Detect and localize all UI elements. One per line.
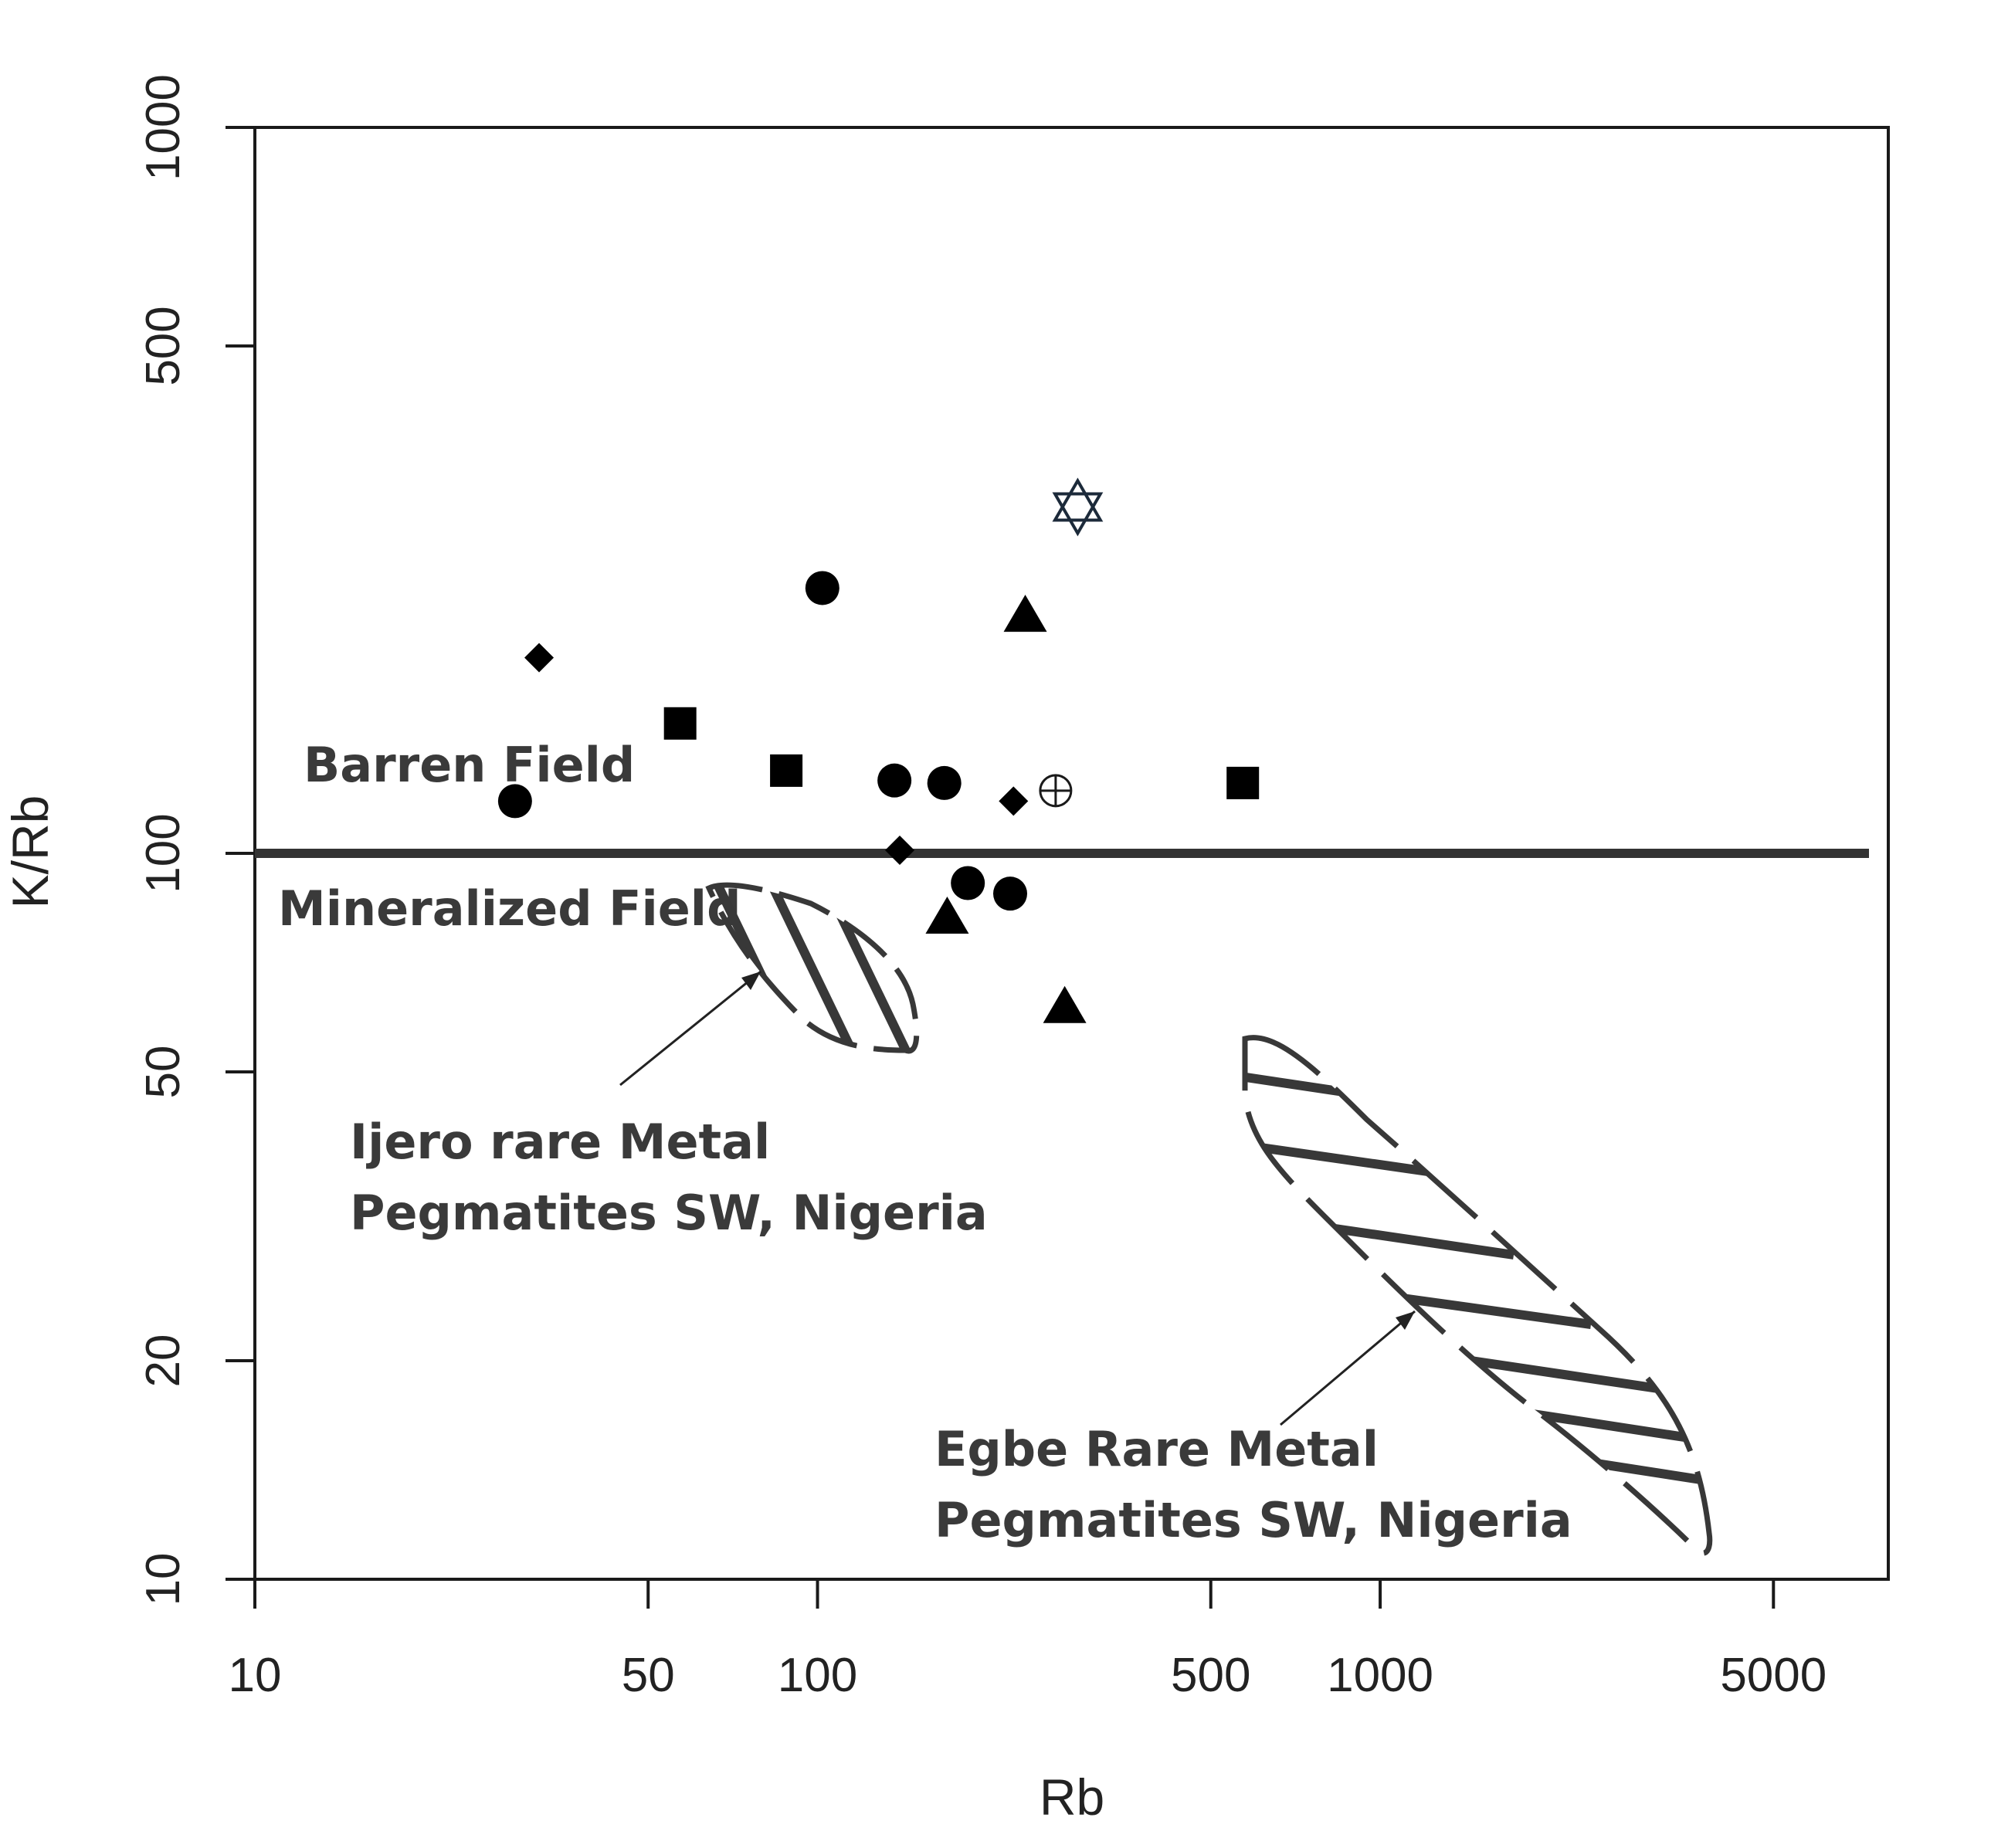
ijero-label-line-1: Ijero rare Metal (350, 1114, 770, 1170)
egbe-arrowhead (1396, 1311, 1415, 1330)
x-axis-ticks: 10 50 100 500 1000 5000 (229, 1579, 1827, 1702)
y-tick-label: 10 (137, 1553, 190, 1606)
egbe-label-line-2: Pegmatites SW, Nigeria (934, 1492, 1572, 1548)
triangle-point (1043, 985, 1087, 1023)
diamond-point (524, 643, 555, 673)
ijero-region (705, 882, 920, 1054)
x-axis-title: Rb (1040, 1768, 1104, 1826)
circle-point (993, 877, 1028, 911)
barren-field-label: Barren Field (304, 737, 635, 793)
x-tick-label: 50 (622, 1649, 675, 1702)
x-tick-label: 10 (229, 1649, 282, 1702)
circle-point (951, 866, 985, 900)
y-tick-label: 100 (137, 813, 190, 893)
egbe-arrow (1280, 1310, 1416, 1426)
y-tick-label: 50 (137, 1045, 190, 1098)
mineralized-field-label: Mineralized Field (278, 880, 741, 937)
circle-point (927, 765, 962, 800)
square-point (770, 754, 803, 787)
diamond-point (999, 786, 1029, 816)
y-tick-label: 1000 (137, 74, 190, 181)
diamond-point (884, 835, 914, 865)
y-axis-title: K/Rb (2, 795, 59, 909)
x-tick-label: 500 (1171, 1649, 1250, 1702)
egbe-label-line-1: Egbe Rare Metal (934, 1421, 1379, 1477)
triangle-point (1003, 595, 1047, 632)
x-tick-label: 5000 (1720, 1649, 1827, 1702)
circle-plus-point (1039, 774, 1073, 808)
y-tick-label: 500 (137, 306, 190, 385)
triangle-point (925, 897, 969, 934)
square-point (663, 707, 697, 740)
ijero-label-line-2: Pegmatites SW, Nigeria (350, 1185, 988, 1241)
y-axis-ticks: 10 20 50 100 500 1000 (137, 74, 255, 1606)
ijero-arrowhead (741, 971, 761, 990)
circle-point (805, 571, 839, 605)
circle-point (877, 763, 912, 798)
x-tick-label: 100 (778, 1649, 857, 1702)
ijero-arrow (619, 970, 761, 1087)
circle-point (497, 784, 532, 819)
star-of-david-point (1052, 477, 1104, 537)
y-tick-label: 20 (137, 1334, 190, 1388)
data-points (497, 477, 1260, 1023)
square-point (1226, 766, 1260, 799)
x-tick-label: 1000 (1327, 1649, 1433, 1702)
